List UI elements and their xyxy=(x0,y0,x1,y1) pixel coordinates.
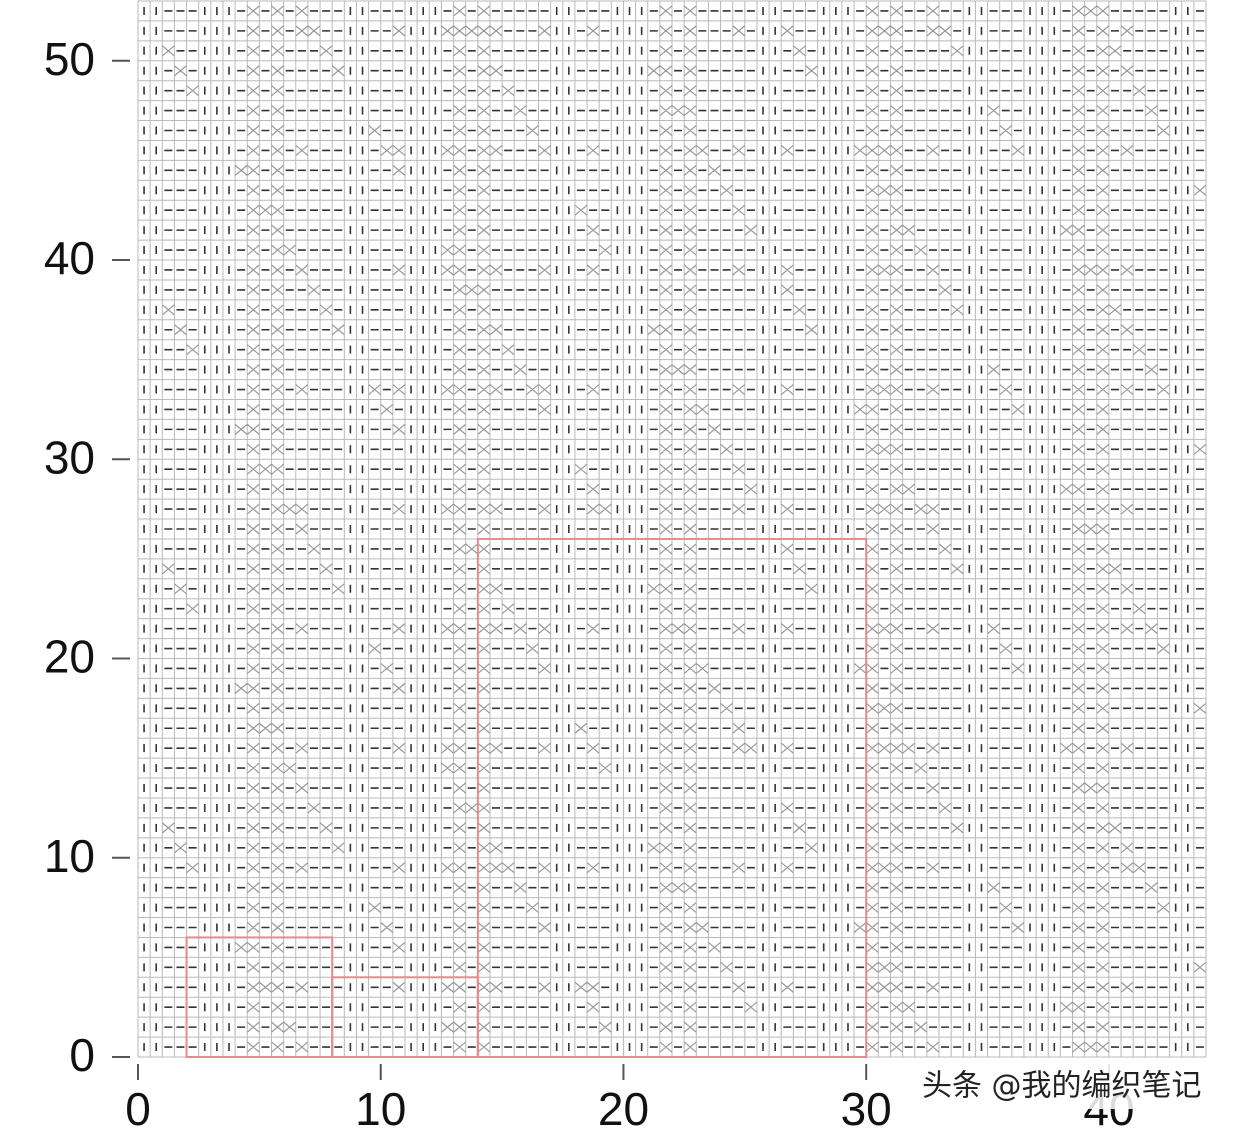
watermark-bg xyxy=(915,1063,1215,1109)
y-tick-label: 20 xyxy=(44,631,95,683)
y-tick-label: 40 xyxy=(44,232,95,284)
stitch-symbols xyxy=(143,6,1204,1052)
cable-symbols xyxy=(161,5,1207,1053)
x-tick-label: 10 xyxy=(355,1083,406,1133)
highlight-region xyxy=(476,537,868,1058)
grid-cells xyxy=(137,0,1207,1058)
x-tick-label: 20 xyxy=(598,1083,649,1133)
x-tick-label: 30 xyxy=(841,1083,892,1133)
knitting-grid xyxy=(137,0,1207,1058)
y-tick-label: 30 xyxy=(44,431,95,483)
x-tick-label: 0 xyxy=(125,1083,151,1133)
watermark: 头条 @我的编织笔记 xyxy=(922,1069,1202,1104)
y-tick-label: 10 xyxy=(44,830,95,882)
y-tick-label: 50 xyxy=(44,33,95,85)
y-tick-label: 0 xyxy=(69,1029,95,1081)
marks: 01020304050010203040 xyxy=(44,33,1135,1133)
